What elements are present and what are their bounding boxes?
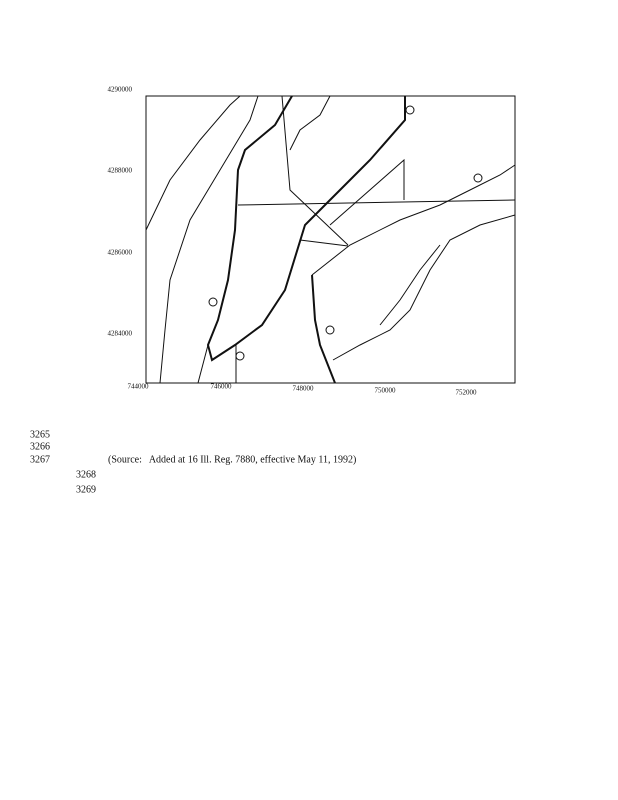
- map: 4290000 4288000 4286000 4284000 744000 7…: [108, 86, 516, 397]
- road: [299, 158, 405, 247]
- line-number: 3267: [30, 454, 50, 465]
- y-label: 4290000: [108, 86, 133, 94]
- x-label: 750000: [375, 387, 397, 395]
- line-number: 3268: [76, 469, 96, 480]
- road: [237, 199, 516, 206]
- road: [281, 95, 349, 246]
- marker: [235, 351, 245, 361]
- line-number: 3269: [76, 484, 96, 495]
- river-bank: [145, 95, 241, 231]
- y-label: 4286000: [108, 249, 133, 257]
- source-note: (Source: Added at 16 Ill. Reg. 7880, eff…: [108, 454, 356, 465]
- lake-shore: [379, 244, 441, 326]
- line-number: 3265: [30, 429, 50, 440]
- lake-shore: [332, 214, 516, 361]
- x-label: 748000: [293, 385, 315, 393]
- y-label: 4284000: [108, 330, 133, 338]
- marker: [405, 105, 415, 115]
- road: [311, 274, 336, 384]
- x-label: 752000: [456, 389, 478, 397]
- map-frame: [145, 95, 516, 384]
- river-bank: [159, 95, 259, 384]
- road: [197, 344, 237, 384]
- road: [206, 95, 406, 362]
- marker: [208, 297, 218, 307]
- lake-shore: [311, 164, 516, 276]
- y-label: 4288000: [108, 167, 133, 175]
- road: [289, 95, 331, 151]
- marker: [325, 325, 335, 335]
- x-label: 746000: [211, 383, 233, 391]
- marker: [473, 173, 483, 183]
- x-label: 744000: [128, 383, 150, 391]
- line-number: 3266: [30, 441, 50, 452]
